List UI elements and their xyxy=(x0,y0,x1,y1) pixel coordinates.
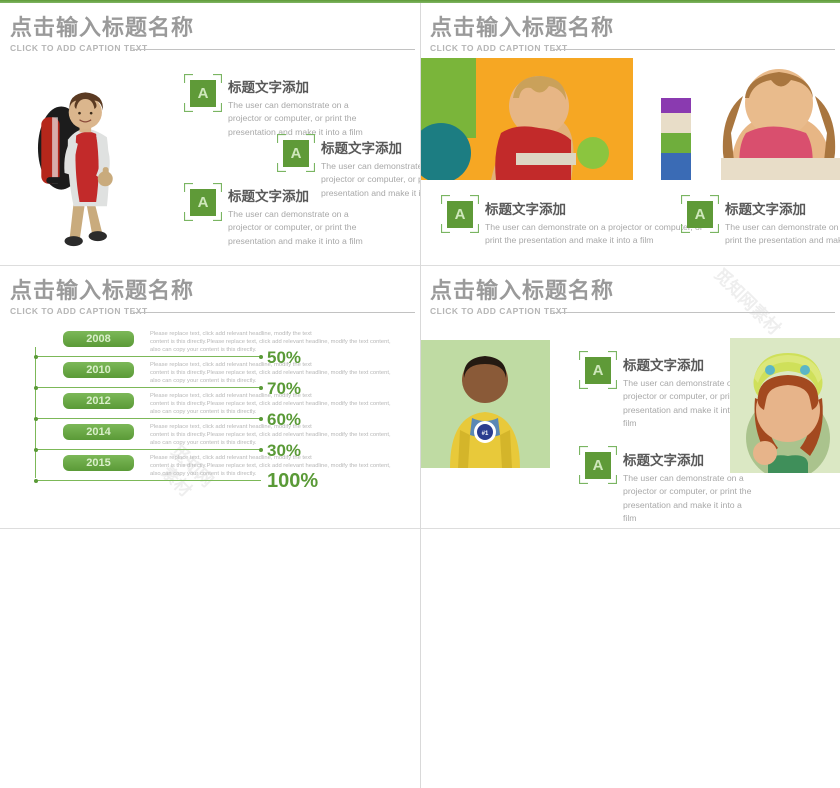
svg-text:#1: #1 xyxy=(482,431,489,437)
